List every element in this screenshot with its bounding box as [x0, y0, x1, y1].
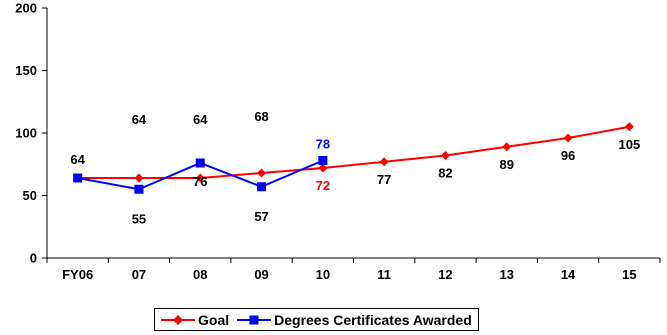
degrees-point-marker — [73, 173, 83, 183]
x-tick-label: 10 — [316, 267, 330, 282]
goal-data-label: 96 — [561, 148, 575, 163]
goal-point-marker — [624, 122, 634, 132]
degrees-point-marker — [195, 158, 205, 168]
legend-label-degrees: Degrees Certificates Awarded — [274, 311, 472, 328]
goal-data-label: 89 — [500, 157, 514, 172]
goal-series-line — [77, 125, 630, 179]
goal-point-marker — [257, 168, 267, 178]
goal-point-marker — [563, 133, 573, 143]
y-tick-label: 0 — [30, 251, 37, 266]
line-chart: 0 50 100 150 200 FY06 07 08 09 10 11 12 13 14 15 72 77 8… — [15, 1, 661, 282]
x-tick-label: 08 — [193, 267, 207, 282]
goal-data-label: 64 — [132, 112, 147, 127]
legend-item-goal: Goal — [161, 312, 229, 328]
degrees-data-label: 64 — [70, 152, 85, 167]
series-lines — [77, 125, 630, 191]
degrees-data-label: 76 — [193, 174, 207, 189]
degrees-data-label: 57 — [254, 209, 268, 224]
chart-legend: Goal Degrees Certificates Awarded — [154, 308, 479, 331]
legend-item-degrees: Degrees Certificates Awarded — [237, 312, 472, 328]
degrees-swatch-icon — [237, 315, 272, 324]
goal-point-marker — [134, 173, 144, 183]
goal-point-marker — [440, 151, 450, 160]
x-tick-label: 09 — [254, 267, 268, 282]
x-tick-label: 14 — [561, 267, 576, 282]
goal-swatch-icon — [161, 314, 195, 325]
goal-data-label: 77 — [377, 172, 391, 187]
y-tick-label: 150 — [15, 63, 37, 78]
x-tick-label: 13 — [500, 267, 514, 282]
x-tick-label: 15 — [622, 267, 636, 282]
chart-axes: 0 50 100 150 200 FY06 07 08 09 10 11 12 13 14 15 — [15, 1, 661, 282]
degrees-point-marker — [134, 184, 144, 194]
goal-data-label: 72 — [316, 178, 330, 193]
goal-point-marker — [195, 173, 205, 183]
goal-point-marker — [379, 157, 389, 167]
x-tick-label: FY06 — [62, 267, 93, 282]
goal-data-label: 64 — [193, 112, 208, 127]
legend-label-goal: Goal — [198, 311, 230, 328]
goal-data-label: 68 — [254, 109, 268, 124]
goal-data-label: 82 — [438, 166, 452, 181]
series-markers — [73, 122, 634, 194]
goal-point-marker — [502, 142, 512, 152]
degrees-data-label: 78 — [316, 137, 330, 152]
goal-data-label: 105 — [618, 137, 640, 152]
degrees-point-marker — [257, 182, 267, 192]
x-tick-label: 12 — [438, 267, 452, 282]
y-tick-label: 200 — [15, 1, 37, 16]
y-tick-label: 50 — [23, 188, 37, 203]
degrees-point-marker — [318, 156, 328, 165]
x-tick-label: 11 — [377, 267, 391, 282]
x-tick-label: 07 — [132, 267, 146, 282]
y-tick-label: 100 — [15, 126, 37, 141]
goal-point-marker — [318, 163, 328, 173]
degrees-data-label: 55 — [132, 211, 146, 226]
data-labels: 72 77 82 89 96 105 64 55 76 57 78 64 64 68 — [70, 109, 640, 226]
